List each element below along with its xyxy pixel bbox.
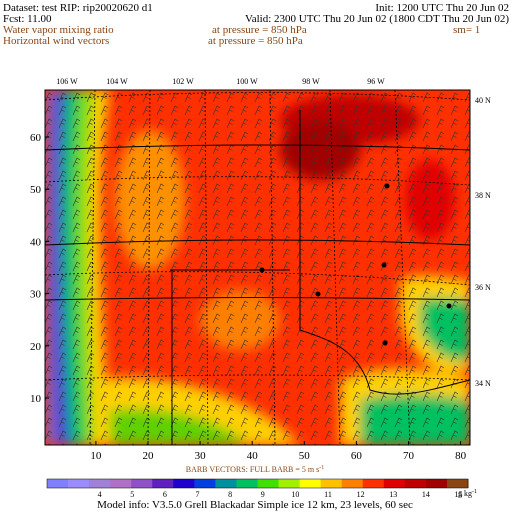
x-tick-label: 70 — [403, 450, 415, 462]
unit-text: g kg — [458, 489, 472, 498]
x-tick-label: 10 — [90, 450, 102, 462]
field-level: at pressure = 850 hPa — [208, 35, 303, 47]
x-tick-label: 60 — [351, 450, 363, 462]
dataset: Dataset: test RIP: rip20020620 d1 — [3, 2, 153, 14]
colorbar-swatch — [131, 479, 153, 488]
longitude-label: 102 W — [172, 77, 194, 86]
barb-note: BARB VECTORS: FULL BARB = 5 m s-1 — [186, 465, 325, 474]
colorbar-swatch — [236, 479, 258, 488]
colorbar-swatch — [173, 479, 195, 488]
colorbar-swatch — [110, 479, 132, 488]
colorbar-label: 12 — [357, 490, 365, 499]
barb-unit-exponent: -1 — [319, 465, 324, 471]
longitude-label: 106 W — [56, 77, 78, 86]
latitude-label: 34 N — [475, 379, 491, 388]
colorbar-swatch — [425, 479, 448, 488]
colorbar-label: 4 — [98, 490, 102, 499]
colorbar-label: 11 — [324, 490, 332, 499]
colorbar-swatch — [446, 479, 469, 488]
colorbar-label: 8 — [228, 490, 232, 499]
colorbar-frame — [46, 478, 469, 489]
colorbar-swatch — [404, 479, 427, 488]
header: Dataset: test RIP: rip20020620 d1 Init: … — [3, 2, 509, 47]
latitude-label: 40 N — [475, 96, 491, 105]
y-tick-label: 40 — [30, 236, 42, 248]
colorbar-swatch — [257, 479, 280, 488]
latitude-label: 36 N — [475, 283, 491, 292]
latitude-label: 38 N — [475, 191, 491, 200]
colorbar-swatch — [299, 479, 322, 488]
moisture-field — [45, 90, 470, 445]
valid-time: Valid: 2300 UTC Thu 20 Jun 02 (1800 CDT … — [245, 13, 509, 25]
colorbar-swatch — [383, 479, 406, 488]
longitude-label: 100 W — [236, 77, 258, 86]
x-tick-label: 20 — [142, 450, 154, 462]
barb-note-text: BARB VECTORS: FULL BARB = 5 m s — [186, 465, 320, 474]
colorbar-label: 9 — [261, 490, 265, 499]
axes: 10 20 30 40 50 60 70 80 10 20 30 40 50 60 106 W 104 W 10… — [30, 77, 491, 462]
colorbar-swatch — [68, 479, 90, 488]
colorbar-label: 5 — [130, 490, 134, 499]
forecast: Fcst: 11.00 — [3, 13, 52, 25]
colorbar-unit: g kg-1 — [458, 489, 477, 498]
colorbar-swatch — [194, 479, 216, 488]
colorbar-swatch — [320, 479, 343, 488]
init-time: Init: 1200 UTC Thu 20 Jun 02 — [375, 2, 509, 14]
longitude-label: 104 W — [106, 77, 128, 86]
colorbar-swatch — [215, 479, 237, 488]
colorbar-swatch — [362, 479, 385, 488]
y-tick-label: 20 — [30, 341, 42, 353]
colorbar-swatch — [152, 479, 174, 488]
y-tick-label: 50 — [30, 184, 42, 196]
map-frame — [44, 89, 471, 446]
y-tick-label: 60 — [30, 132, 42, 144]
colorbar: 4 5 6 7 8 9 10 11 12 13 14 15 — [46, 478, 469, 499]
colorbar-label: 15 — [455, 490, 463, 499]
unit-exponent: -1 — [472, 489, 477, 495]
colorbar-swatch — [278, 479, 301, 488]
x-tick-label: 30 — [195, 450, 207, 462]
x-tick-label: 50 — [299, 450, 311, 462]
colorbar-swatch — [341, 479, 364, 488]
field-name: Water vapor mixing ratio — [3, 24, 114, 36]
field-name: Horizontal wind vectors — [3, 35, 109, 47]
y-tick-label: 10 — [30, 393, 42, 405]
colorbar-label: 10 — [291, 490, 299, 499]
field-level: at pressure = 850 hPa — [212, 24, 307, 36]
colorbar-label: 13 — [389, 490, 397, 499]
colorbar-swatch — [89, 479, 111, 488]
x-tick-label: 40 — [247, 450, 259, 462]
longitude-label: 96 W — [367, 77, 385, 86]
colorbar-label: 7 — [196, 490, 200, 499]
model-info: Model info: V3.5.0 Grell Blackadar Simpl… — [97, 499, 413, 511]
colorbar-label: 6 — [163, 490, 167, 499]
colorbar-swatch — [47, 479, 69, 488]
x-tick-label: 80 — [455, 450, 467, 462]
y-tick-label: 30 — [30, 289, 42, 301]
longitude-label: 98 W — [302, 77, 320, 86]
smoothing: sm= 1 — [453, 24, 480, 36]
colorbar-label: 14 — [422, 490, 430, 499]
